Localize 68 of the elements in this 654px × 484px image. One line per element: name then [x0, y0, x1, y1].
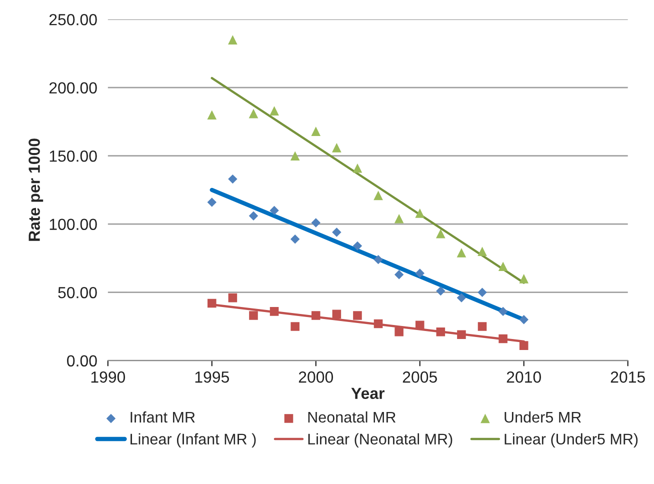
x-tick-label: 1995 — [195, 371, 229, 383]
point — [457, 330, 466, 340]
point — [498, 262, 508, 272]
y-tick-label: 100.00 — [50, 218, 97, 230]
point — [352, 163, 362, 173]
x-tick-label: 2010 — [506, 371, 541, 383]
point — [394, 328, 404, 336]
point — [478, 322, 487, 331]
point — [228, 174, 238, 184]
point — [478, 246, 487, 256]
x-tick-label: 2015 — [610, 371, 645, 383]
point — [270, 106, 279, 116]
point — [352, 241, 362, 251]
point — [436, 228, 446, 238]
point — [519, 341, 528, 350]
y-tick-label: 150.00 — [50, 150, 97, 162]
point — [332, 143, 342, 152]
point — [248, 211, 258, 221]
y-tick-label: 250.00 — [49, 14, 97, 26]
point — [436, 286, 446, 296]
point — [332, 228, 342, 237]
point — [311, 311, 320, 320]
point — [228, 293, 238, 302]
point — [498, 306, 508, 316]
x-tick-label: 2000 — [298, 371, 334, 383]
x-tick-label: 1990 — [91, 371, 126, 383]
point — [519, 315, 528, 324]
point — [498, 334, 508, 344]
point — [290, 234, 300, 244]
point — [311, 218, 320, 228]
y-tick-label: 0.00 — [67, 355, 97, 367]
point — [270, 206, 279, 216]
point — [270, 307, 279, 316]
y-tick-label: 50.00 — [58, 286, 97, 298]
point — [415, 268, 424, 278]
point — [207, 110, 217, 120]
point — [394, 214, 404, 224]
legend-label: Infant MR — [130, 411, 195, 423]
point — [332, 310, 342, 319]
y-axis-title: Rate per 1000 — [28, 138, 44, 241]
legend-label: Linear (Infant MR ) — [130, 433, 256, 448]
point — [436, 328, 446, 336]
legend-label: Linear (Neonatal MR) — [308, 433, 452, 448]
point — [456, 248, 466, 258]
point — [519, 274, 529, 284]
point — [394, 270, 404, 280]
point — [311, 126, 321, 136]
point — [207, 198, 216, 207]
point — [228, 35, 238, 44]
point — [415, 320, 424, 330]
legend-label: Neonatal MR — [308, 411, 396, 423]
point — [374, 190, 383, 200]
point — [290, 151, 300, 161]
legend-label: Linear (Under5 MR) — [504, 433, 638, 448]
x-tick-label: 2005 — [402, 371, 437, 383]
legend-label: Under5 MR — [504, 411, 581, 423]
point — [353, 311, 362, 320]
point — [478, 288, 487, 297]
point — [290, 322, 300, 331]
y-tick-label: 200.00 — [49, 82, 97, 94]
point — [374, 319, 383, 328]
x-axis-title: Year — [351, 388, 385, 400]
point — [456, 293, 466, 302]
point — [415, 208, 425, 218]
point — [208, 298, 216, 308]
point — [374, 254, 383, 264]
point — [248, 108, 258, 118]
point — [249, 311, 258, 320]
